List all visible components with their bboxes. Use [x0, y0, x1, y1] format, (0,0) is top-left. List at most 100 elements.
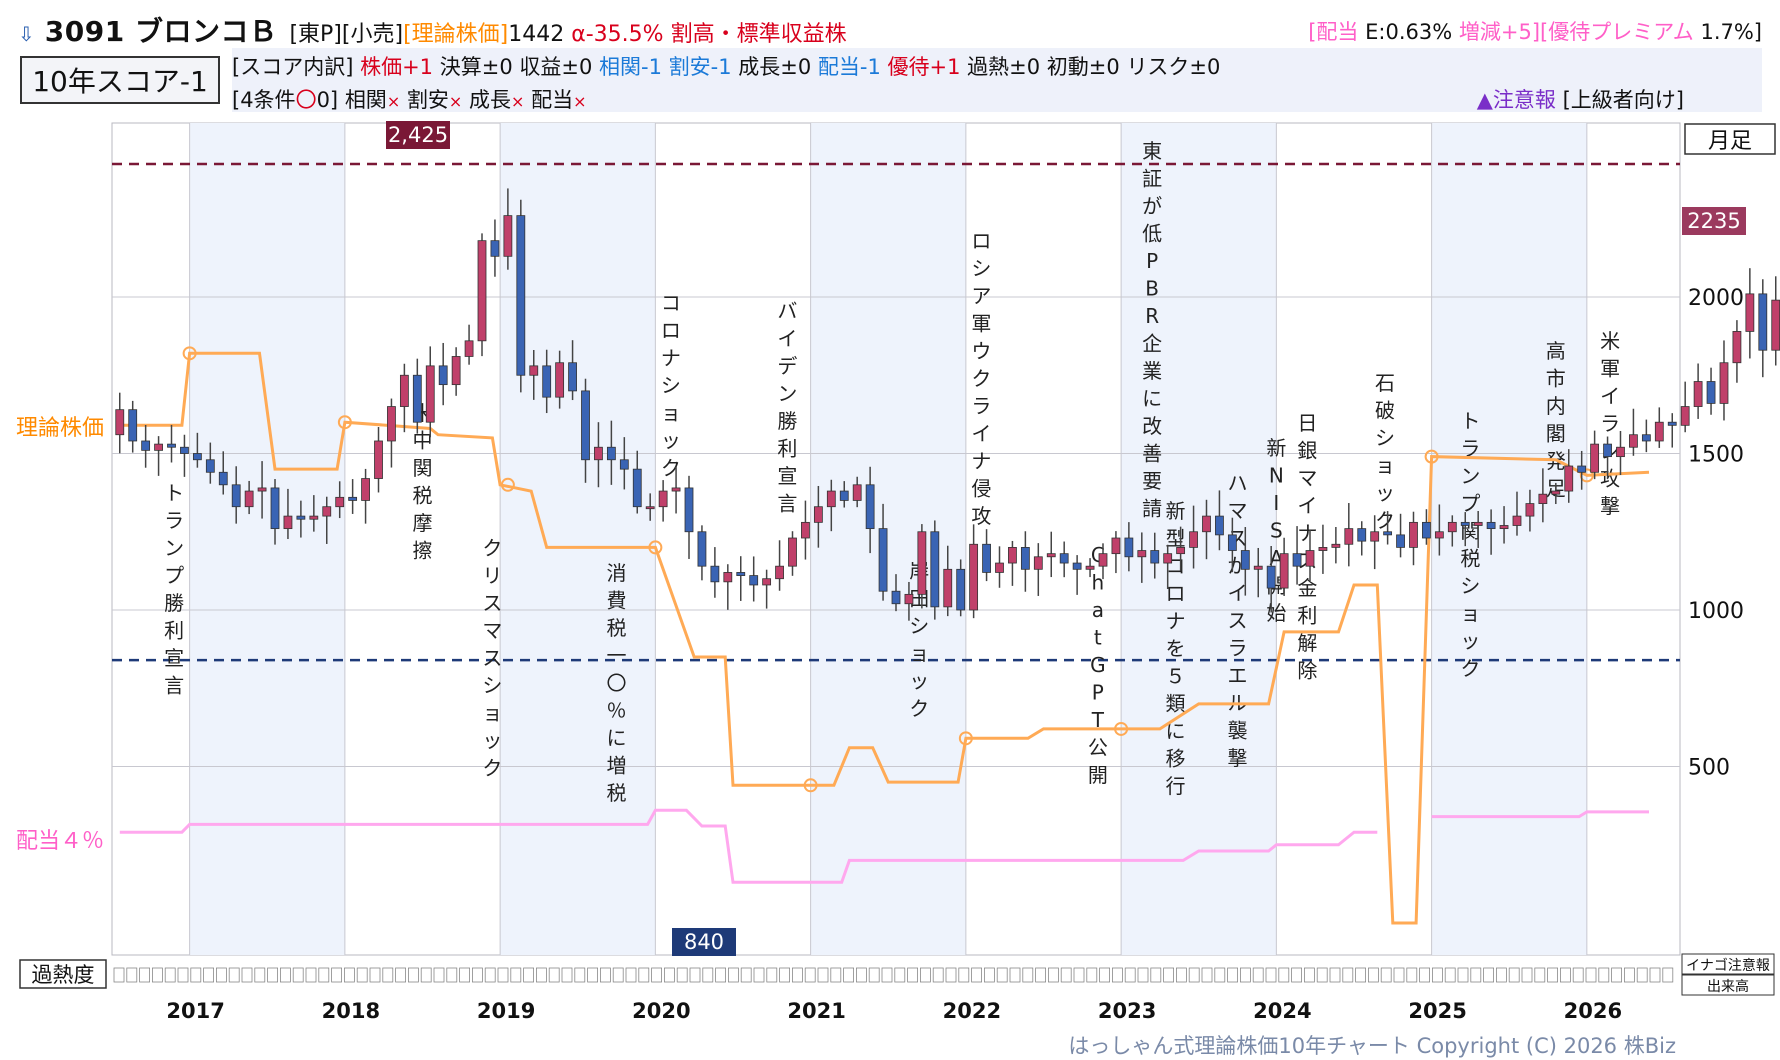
candle [801, 500, 810, 560]
low-label: 840 [672, 928, 736, 956]
candle-body [167, 443, 176, 448]
candle-body [1577, 465, 1587, 473]
overheat-cell [1521, 967, 1533, 983]
overheat-cell [433, 967, 445, 983]
condition-item: 成長× [469, 88, 525, 112]
overheat-cell [446, 967, 458, 983]
candle [1072, 555, 1082, 595]
candle [1460, 512, 1470, 547]
overheat-cell [228, 967, 240, 983]
candle-body [1215, 515, 1224, 536]
candle-body [374, 440, 383, 479]
overheat-cell [1048, 967, 1059, 983]
candle-body [1590, 443, 1600, 473]
candle-body [1616, 446, 1625, 458]
candle-body [839, 490, 849, 501]
overheat-cell [292, 967, 304, 983]
candle-body [813, 506, 823, 523]
candle [296, 500, 306, 538]
overheat-cell [1470, 967, 1482, 983]
overheat-cell [881, 967, 893, 983]
high-label: 2,425 [386, 121, 450, 149]
candle-body [1512, 515, 1522, 526]
candle [205, 442, 215, 484]
candle [1680, 381, 1690, 433]
candle [1409, 511, 1418, 566]
candle [865, 466, 875, 554]
candle [1098, 543, 1108, 580]
candle-body [1447, 521, 1457, 533]
overheat-cell [548, 967, 560, 983]
candle [891, 574, 901, 612]
overheat-cell [1342, 967, 1354, 983]
event-label: 東証が低 P B R 企業に改善要請 [1142, 139, 1162, 521]
candle-body [218, 471, 228, 486]
event-label: 米軍イラン攻撃 [1600, 329, 1620, 518]
candle-body [891, 590, 901, 605]
event-label: ロシア軍ウクライナ侵攻 [971, 229, 991, 528]
candle [529, 349, 539, 400]
candle [348, 479, 358, 514]
candle [1227, 517, 1237, 573]
candle-body [1331, 543, 1341, 548]
candle [374, 427, 383, 493]
candle-body [956, 568, 966, 611]
volume-label: 出来高 [1707, 978, 1749, 995]
period-box-frame [1684, 123, 1776, 155]
candle [1577, 450, 1587, 490]
candle-body [749, 575, 759, 586]
candle-body [257, 487, 267, 492]
overheat-cell [1163, 967, 1174, 983]
candle-body [1603, 443, 1612, 458]
breakdown-item: 過熱±0 [967, 55, 1047, 79]
down-arrow-icon: ⇩ [18, 22, 35, 46]
four-conditions: [4条件〇0] 相関× 割安× 成長× 配当× [232, 84, 587, 114]
candle [1706, 367, 1716, 415]
overheat-cell [1368, 967, 1379, 983]
candle [542, 349, 552, 414]
yutai-label: [優待プレミアム [1540, 20, 1694, 44]
candle [231, 466, 241, 524]
candle-body [1305, 550, 1315, 567]
overheat-cell [1035, 967, 1046, 983]
candle [283, 488, 293, 540]
overheat-cell [1547, 967, 1558, 983]
candle-body [1409, 521, 1418, 548]
candle [632, 450, 642, 514]
candle [1499, 506, 1509, 544]
year-band [189, 123, 345, 955]
overheat-cell [1457, 967, 1469, 983]
theory-marker [803, 778, 818, 793]
overheat-cell [1508, 967, 1520, 983]
overheat-cell [1227, 967, 1238, 983]
overheat-cell [1649, 967, 1661, 983]
candle-body [283, 515, 293, 530]
candle [1111, 531, 1121, 574]
overheat-cell [1150, 967, 1162, 983]
title-row: ⇩ 3091 ブロンコＢ [東P][小売][理論株価]1442 α-35.5% 割高… [18, 10, 847, 50]
candle [1318, 524, 1328, 574]
overheat-cell [1214, 967, 1226, 983]
condition-item: 相関× [344, 88, 401, 112]
overheat-cell [1611, 967, 1622, 983]
x-tick-label: 2026 [1564, 999, 1622, 1023]
overheat-cell [1073, 967, 1085, 983]
candle-body [192, 453, 202, 461]
condition-item: 割安× [406, 88, 463, 112]
overheat-cell [740, 967, 752, 983]
candle [1085, 558, 1095, 578]
candle-body [1072, 562, 1082, 570]
candle-body [1486, 521, 1496, 530]
candle-body [723, 572, 733, 583]
candle-body [1473, 521, 1483, 526]
candle-body [1629, 434, 1638, 448]
candle [555, 350, 565, 409]
overheat-cell [1112, 967, 1123, 983]
overheat-cell [753, 967, 765, 983]
candle [322, 496, 332, 544]
breakdown-item: 相関-1 [599, 55, 669, 79]
x-tick-label: 2019 [477, 999, 535, 1023]
candle [606, 420, 616, 485]
